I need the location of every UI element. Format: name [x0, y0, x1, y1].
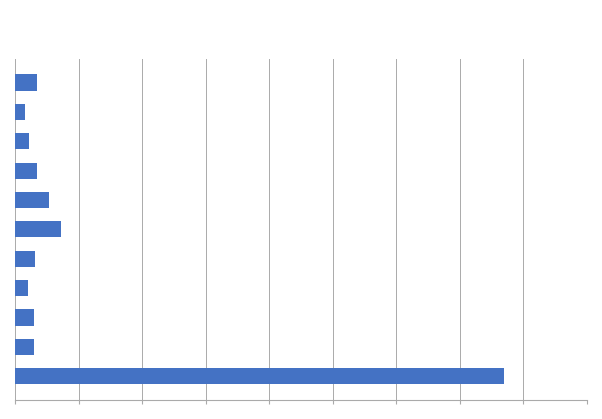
Bar	[15, 192, 49, 208]
Bar	[15, 133, 29, 150]
Bar	[15, 75, 37, 91]
Bar	[15, 280, 28, 296]
Bar	[15, 251, 36, 267]
Bar	[15, 163, 37, 179]
Bar	[15, 221, 61, 238]
Bar	[15, 310, 34, 326]
Bar	[15, 368, 504, 384]
Bar	[15, 339, 34, 355]
Bar	[15, 104, 25, 120]
